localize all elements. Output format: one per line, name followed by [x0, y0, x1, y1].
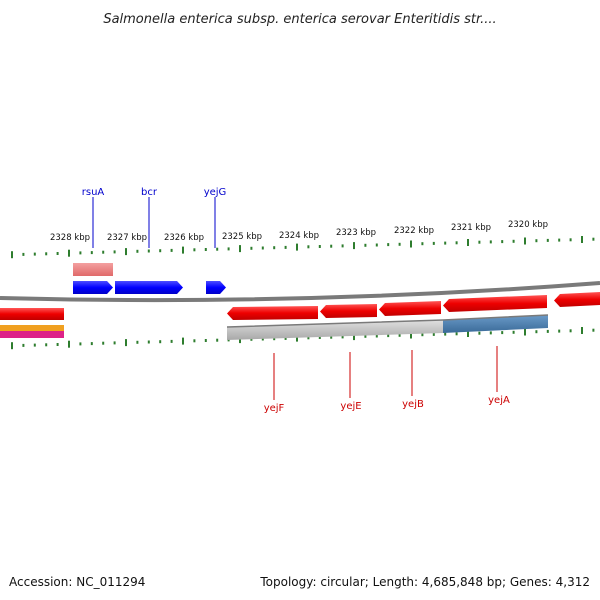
gene-yejB-arrow[interactable]: [379, 301, 441, 316]
gene-yejE-arrow[interactable]: [320, 304, 377, 318]
gene-rsuA-arrow[interactable]: [73, 281, 113, 294]
gene-label-yejE[interactable]: yejE: [340, 401, 361, 412]
accession-label: Accession: NC_011294: [9, 575, 145, 589]
kbp-labels: 2328 kbp 2327 kbp 2326 kbp 2325 kbp 2324…: [50, 220, 548, 243]
ruler-top-ticks: [11, 236, 595, 259]
kbp-label-2320: 2320 kbp: [508, 220, 548, 230]
operon-band-edge: [226, 314, 549, 328]
kbp-label-2321: 2321 kbp: [451, 223, 491, 233]
gene-label-bcr[interactable]: bcr: [141, 187, 158, 198]
kbp-label-2328: 2328 kbp: [50, 233, 90, 243]
kbp-label-2325: 2325 kbp: [222, 232, 262, 242]
gene-yejF-arrow[interactable]: [227, 306, 318, 320]
feature-left-magenta: [0, 331, 64, 338]
kbp-label-2323: 2323 kbp: [336, 228, 376, 238]
genome-summary-label: Topology: circular; Length: 4,685,848 bp…: [259, 575, 590, 589]
operon-band-gray[interactable]: [227, 320, 443, 340]
gene-bcr-arrow[interactable]: [115, 281, 183, 294]
kbp-label-2327: 2327 kbp: [107, 233, 147, 243]
gene-yejG-arrow[interactable]: [206, 281, 226, 294]
gene-feature-pink[interactable]: [73, 263, 113, 276]
genome-title: Salmonella enterica subsp. enterica sero…: [103, 12, 496, 27]
kbp-label-2322: 2322 kbp: [394, 226, 434, 236]
kbp-label-2326: 2326 kbp: [164, 233, 204, 243]
gene-label-rsuA[interactable]: rsuA: [82, 187, 105, 198]
gene-yejA-arrow[interactable]: [443, 295, 547, 312]
genome-backbone: [0, 281, 600, 303]
kbp-label-2324: 2324 kbp: [279, 231, 319, 241]
gene-label-yejB[interactable]: yejB: [402, 399, 424, 410]
gene-right-arrow[interactable]: [554, 292, 600, 307]
gene-left-red[interactable]: [0, 308, 64, 320]
feature-left-orange: [0, 325, 64, 331]
gene-label-yejA[interactable]: yejA: [488, 395, 510, 406]
gene-label-yejF[interactable]: yejF: [264, 403, 285, 414]
gene-label-yejG[interactable]: yejG: [204, 187, 227, 198]
